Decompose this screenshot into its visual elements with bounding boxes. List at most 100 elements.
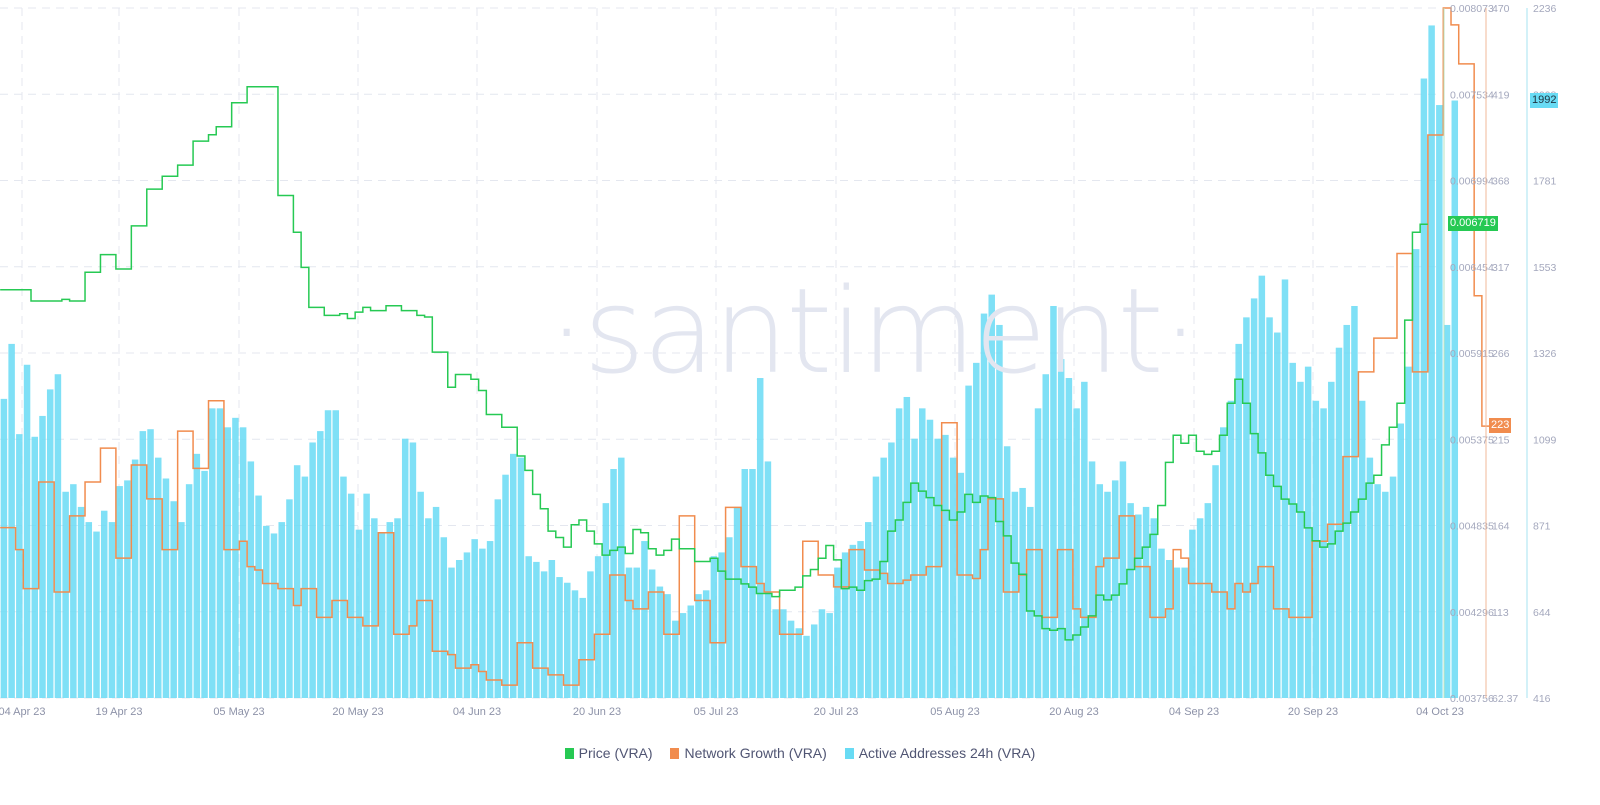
active-addresses-bar xyxy=(425,518,432,698)
active-addresses-bar xyxy=(1204,503,1212,698)
active-addresses-bar xyxy=(170,501,177,698)
network-growth-tick-label: 317 xyxy=(1492,262,1510,274)
active-addresses-bar xyxy=(764,461,772,698)
active-addresses-bar xyxy=(1266,317,1273,698)
x-tick-label: 05 Aug 23 xyxy=(930,706,980,718)
price-tick-label: 0.008073 xyxy=(1450,3,1494,15)
active-addresses-bar xyxy=(1451,100,1459,698)
active-addresses-bar xyxy=(116,486,123,698)
active-addresses-bar xyxy=(131,459,139,698)
active-addresses-bar xyxy=(810,624,818,698)
active-addresses-bar xyxy=(224,427,231,698)
active-addresses-bar xyxy=(965,385,972,698)
active-addresses-bar xyxy=(756,378,764,698)
active-addresses-bar xyxy=(895,408,903,698)
active-addresses-bar xyxy=(1335,347,1343,698)
active-addresses-bar xyxy=(355,529,363,698)
active-addresses-bar xyxy=(1250,298,1258,698)
active-addresses-bar xyxy=(1088,461,1096,698)
active-addresses-bar xyxy=(780,609,787,698)
legend-item-price[interactable]: Price (VRA) xyxy=(564,745,653,761)
active-addresses-bar xyxy=(247,461,255,698)
active-addresses-tick-label: 1326 xyxy=(1533,348,1557,360)
active-addresses-swatch-icon xyxy=(844,748,854,760)
active-addresses-bar xyxy=(270,533,278,698)
active-addresses-tick-label: 1553 xyxy=(1533,262,1557,274)
active-addresses-bar xyxy=(509,453,517,698)
network-growth-tick-label: 164 xyxy=(1492,521,1510,533)
network-growth-swatch-icon xyxy=(670,748,680,760)
active-addresses-bar xyxy=(1150,518,1158,698)
price-line xyxy=(0,86,1428,641)
price-tick-label: 0.004296 xyxy=(1450,607,1494,619)
active-addresses-bar xyxy=(957,472,965,698)
active-addresses-bar xyxy=(93,531,100,698)
active-addresses-bar xyxy=(324,410,332,698)
active-addresses-bar xyxy=(1104,491,1111,698)
network-growth-tick-label: 419 xyxy=(1492,89,1510,101)
active-addresses-bar xyxy=(278,522,285,698)
active-addresses-bar xyxy=(108,522,116,698)
active-addresses-bar xyxy=(1297,381,1304,698)
active-addresses-bar xyxy=(687,605,694,698)
active-addresses-bar xyxy=(656,586,664,698)
active-addresses-bar xyxy=(1173,567,1181,698)
active-addresses-bar xyxy=(564,582,571,698)
legend-item-network-growth[interactable]: Network Growth (VRA) xyxy=(670,745,827,761)
active-addresses-bar xyxy=(293,465,301,698)
active-addresses-bar xyxy=(309,442,316,698)
x-tick-label: 05 May 23 xyxy=(213,706,264,718)
active-addresses-bar xyxy=(1428,25,1435,698)
legend-item-active-addresses[interactable]: Active Addresses 24h (VRA) xyxy=(844,745,1035,761)
active-addresses-bar xyxy=(193,453,201,698)
active-addresses-bar xyxy=(1111,480,1119,698)
active-addresses-bar xyxy=(1219,427,1227,698)
active-addresses-bar xyxy=(46,389,54,698)
active-addresses-bar xyxy=(162,478,170,698)
active-addresses-tick-label: 2236 xyxy=(1533,3,1557,15)
active-addresses-bar xyxy=(54,374,62,698)
active-addresses-bar xyxy=(463,552,471,698)
active-addresses-bar xyxy=(124,480,131,698)
chart-legend: Price (VRA) Network Growth (VRA) Active … xyxy=(0,744,1600,761)
x-tick-label: 04 Oct 23 xyxy=(1416,706,1464,718)
active-addresses-bar xyxy=(1243,317,1250,698)
active-addresses-bar xyxy=(903,396,911,698)
active-addresses-bar xyxy=(1420,78,1428,699)
active-addresses-bar xyxy=(726,537,733,698)
active-addresses-bar xyxy=(980,313,988,698)
active-addresses-bar xyxy=(618,457,625,698)
active-addresses-bar xyxy=(340,476,347,698)
price-tick-label: 0.005375 xyxy=(1450,434,1494,446)
active-addresses-bar xyxy=(1019,487,1026,698)
active-addresses-bar xyxy=(1165,560,1173,698)
network-growth-tick-label: 62.37 xyxy=(1492,693,1518,705)
active-addresses-bar xyxy=(988,294,995,698)
active-addresses-bar xyxy=(1258,275,1266,698)
active-addresses-bar xyxy=(486,541,494,698)
active-addresses-bar xyxy=(201,470,208,698)
active-addresses-bar xyxy=(1343,324,1350,698)
active-addresses-bar xyxy=(579,597,586,698)
price-tick-label: 0.003756 xyxy=(1450,693,1494,705)
x-tick-label: 04 Apr 23 xyxy=(0,706,46,718)
active-addresses-bar xyxy=(1443,324,1451,698)
price-tick-label: 0.006454 xyxy=(1450,262,1494,274)
price-tick-label: 0.005915 xyxy=(1450,348,1494,360)
network-growth-current-badge: 223 xyxy=(1489,418,1512,434)
active-addresses-bar xyxy=(1366,457,1374,698)
active-addresses-bar xyxy=(934,438,941,698)
active-addresses-bar xyxy=(1227,400,1235,698)
active-addresses-tick-label: 871 xyxy=(1533,521,1551,533)
active-addresses-bar xyxy=(571,590,579,698)
active-addresses-bar xyxy=(864,522,872,698)
active-addresses-bar xyxy=(857,541,864,698)
active-addresses-bar xyxy=(417,491,424,698)
active-addresses-bar xyxy=(996,324,1003,698)
active-addresses-bar xyxy=(880,457,887,698)
active-addresses-bar xyxy=(949,457,957,698)
active-addresses-bar xyxy=(625,567,633,698)
active-addresses-bar xyxy=(1196,518,1204,698)
active-addresses-bar xyxy=(1328,381,1335,698)
